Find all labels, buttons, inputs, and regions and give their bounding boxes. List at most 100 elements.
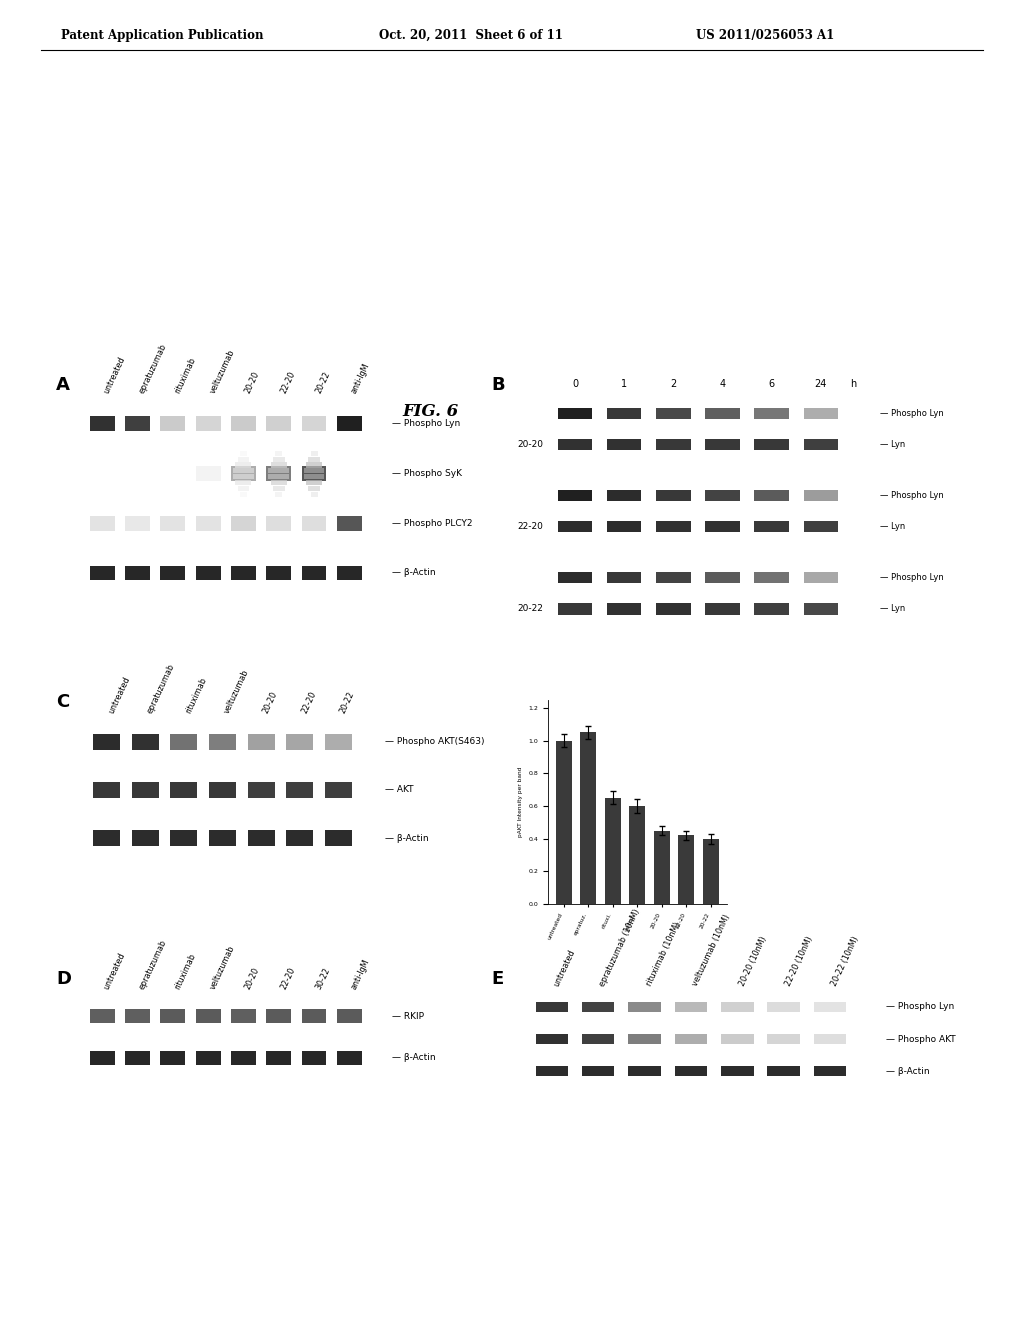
Bar (273, 457, 285, 462)
Text: 22-20 (10nM): 22-20 (10nM) (783, 935, 814, 987)
Text: — Phospho Lyn: — Phospho Lyn (880, 491, 943, 500)
Bar (767, 1067, 800, 1076)
Bar (196, 1051, 220, 1065)
Bar (814, 1034, 846, 1044)
Text: 0: 0 (572, 379, 579, 389)
Bar (656, 490, 690, 502)
Bar (325, 734, 352, 750)
Bar (607, 408, 641, 418)
Bar (755, 408, 788, 418)
Bar (209, 734, 236, 750)
Bar (90, 1010, 115, 1023)
Bar (558, 603, 592, 615)
Bar (170, 734, 198, 750)
Bar (125, 516, 150, 531)
Text: epratuzumab: epratuzumab (137, 939, 169, 991)
Bar (302, 466, 327, 480)
Bar (270, 480, 287, 486)
Text: — RKIP: — RKIP (392, 1011, 424, 1020)
Text: — Phospho Lyn: — Phospho Lyn (880, 573, 943, 582)
Text: 20-20: 20-20 (244, 370, 261, 395)
Bar (607, 438, 641, 450)
Text: untreated: untreated (102, 355, 127, 395)
Bar (196, 565, 220, 581)
Bar (702, 838, 719, 904)
Bar (161, 1010, 185, 1023)
Bar (270, 462, 287, 467)
Bar (304, 469, 325, 474)
Bar (170, 781, 198, 797)
Bar (337, 1010, 361, 1023)
Bar (656, 603, 690, 615)
Bar (629, 1034, 660, 1044)
Bar (275, 450, 283, 455)
Bar (266, 416, 291, 432)
Bar (196, 416, 220, 432)
Bar (607, 521, 641, 532)
Bar (248, 781, 274, 797)
Text: veltuzumab (10nM): veltuzumab (10nM) (691, 913, 732, 987)
Text: — Lyn: — Lyn (880, 605, 905, 614)
Bar (196, 516, 220, 531)
Bar (804, 490, 838, 502)
Bar (302, 1010, 327, 1023)
Bar (755, 521, 788, 532)
Text: 20-22 (10nM): 20-22 (10nM) (830, 935, 861, 987)
Bar (302, 416, 327, 432)
Bar (337, 516, 361, 531)
Bar (287, 781, 313, 797)
Bar (755, 603, 788, 615)
Bar (266, 565, 291, 581)
Bar (231, 1010, 256, 1023)
Bar (196, 1010, 220, 1023)
Bar (273, 486, 285, 491)
Text: 24: 24 (815, 379, 827, 389)
Bar (231, 466, 256, 480)
Bar (721, 1034, 754, 1044)
Bar (675, 1034, 708, 1044)
Text: rituximab (10nM): rituximab (10nM) (644, 921, 682, 987)
Bar (656, 408, 690, 418)
Bar (814, 1002, 846, 1012)
Bar (607, 603, 641, 615)
Bar (721, 1067, 754, 1076)
Bar (536, 1067, 568, 1076)
Bar (268, 474, 289, 479)
Bar (679, 836, 694, 904)
Bar (231, 516, 256, 531)
Bar (804, 438, 838, 450)
Text: 4: 4 (720, 379, 726, 389)
Bar (90, 416, 115, 432)
Bar (767, 1034, 800, 1044)
Bar (236, 480, 252, 486)
Bar (248, 830, 274, 846)
Bar (755, 572, 788, 583)
Bar (656, 521, 690, 532)
Bar (209, 830, 236, 846)
Bar (582, 1002, 614, 1012)
Bar (337, 565, 361, 581)
Text: 20-20: 20-20 (517, 440, 543, 449)
Text: — Phospho Lyn: — Phospho Lyn (392, 420, 460, 428)
Bar (90, 565, 115, 581)
Text: — Phospho SyK: — Phospho SyK (392, 469, 462, 478)
Bar (93, 830, 120, 846)
Bar (287, 734, 313, 750)
Text: veltuzumab: veltuzumab (222, 668, 251, 714)
Text: Patent Application Publication: Patent Application Publication (61, 29, 264, 42)
Bar (706, 521, 739, 532)
Text: — β-Actin: — β-Actin (392, 1053, 435, 1063)
Bar (629, 1002, 660, 1012)
Bar (767, 1002, 800, 1012)
Bar (721, 1002, 754, 1012)
Text: untreated: untreated (102, 952, 127, 991)
Bar (814, 1067, 846, 1076)
Bar (630, 807, 645, 904)
Text: — Phospho AKT(S463): — Phospho AKT(S463) (385, 738, 484, 746)
Bar (304, 474, 325, 479)
Bar (233, 469, 254, 474)
Bar (804, 603, 838, 615)
Bar (325, 781, 352, 797)
Text: untreated: untreated (106, 675, 131, 714)
Text: — Phospho PLCY2: — Phospho PLCY2 (392, 519, 472, 528)
